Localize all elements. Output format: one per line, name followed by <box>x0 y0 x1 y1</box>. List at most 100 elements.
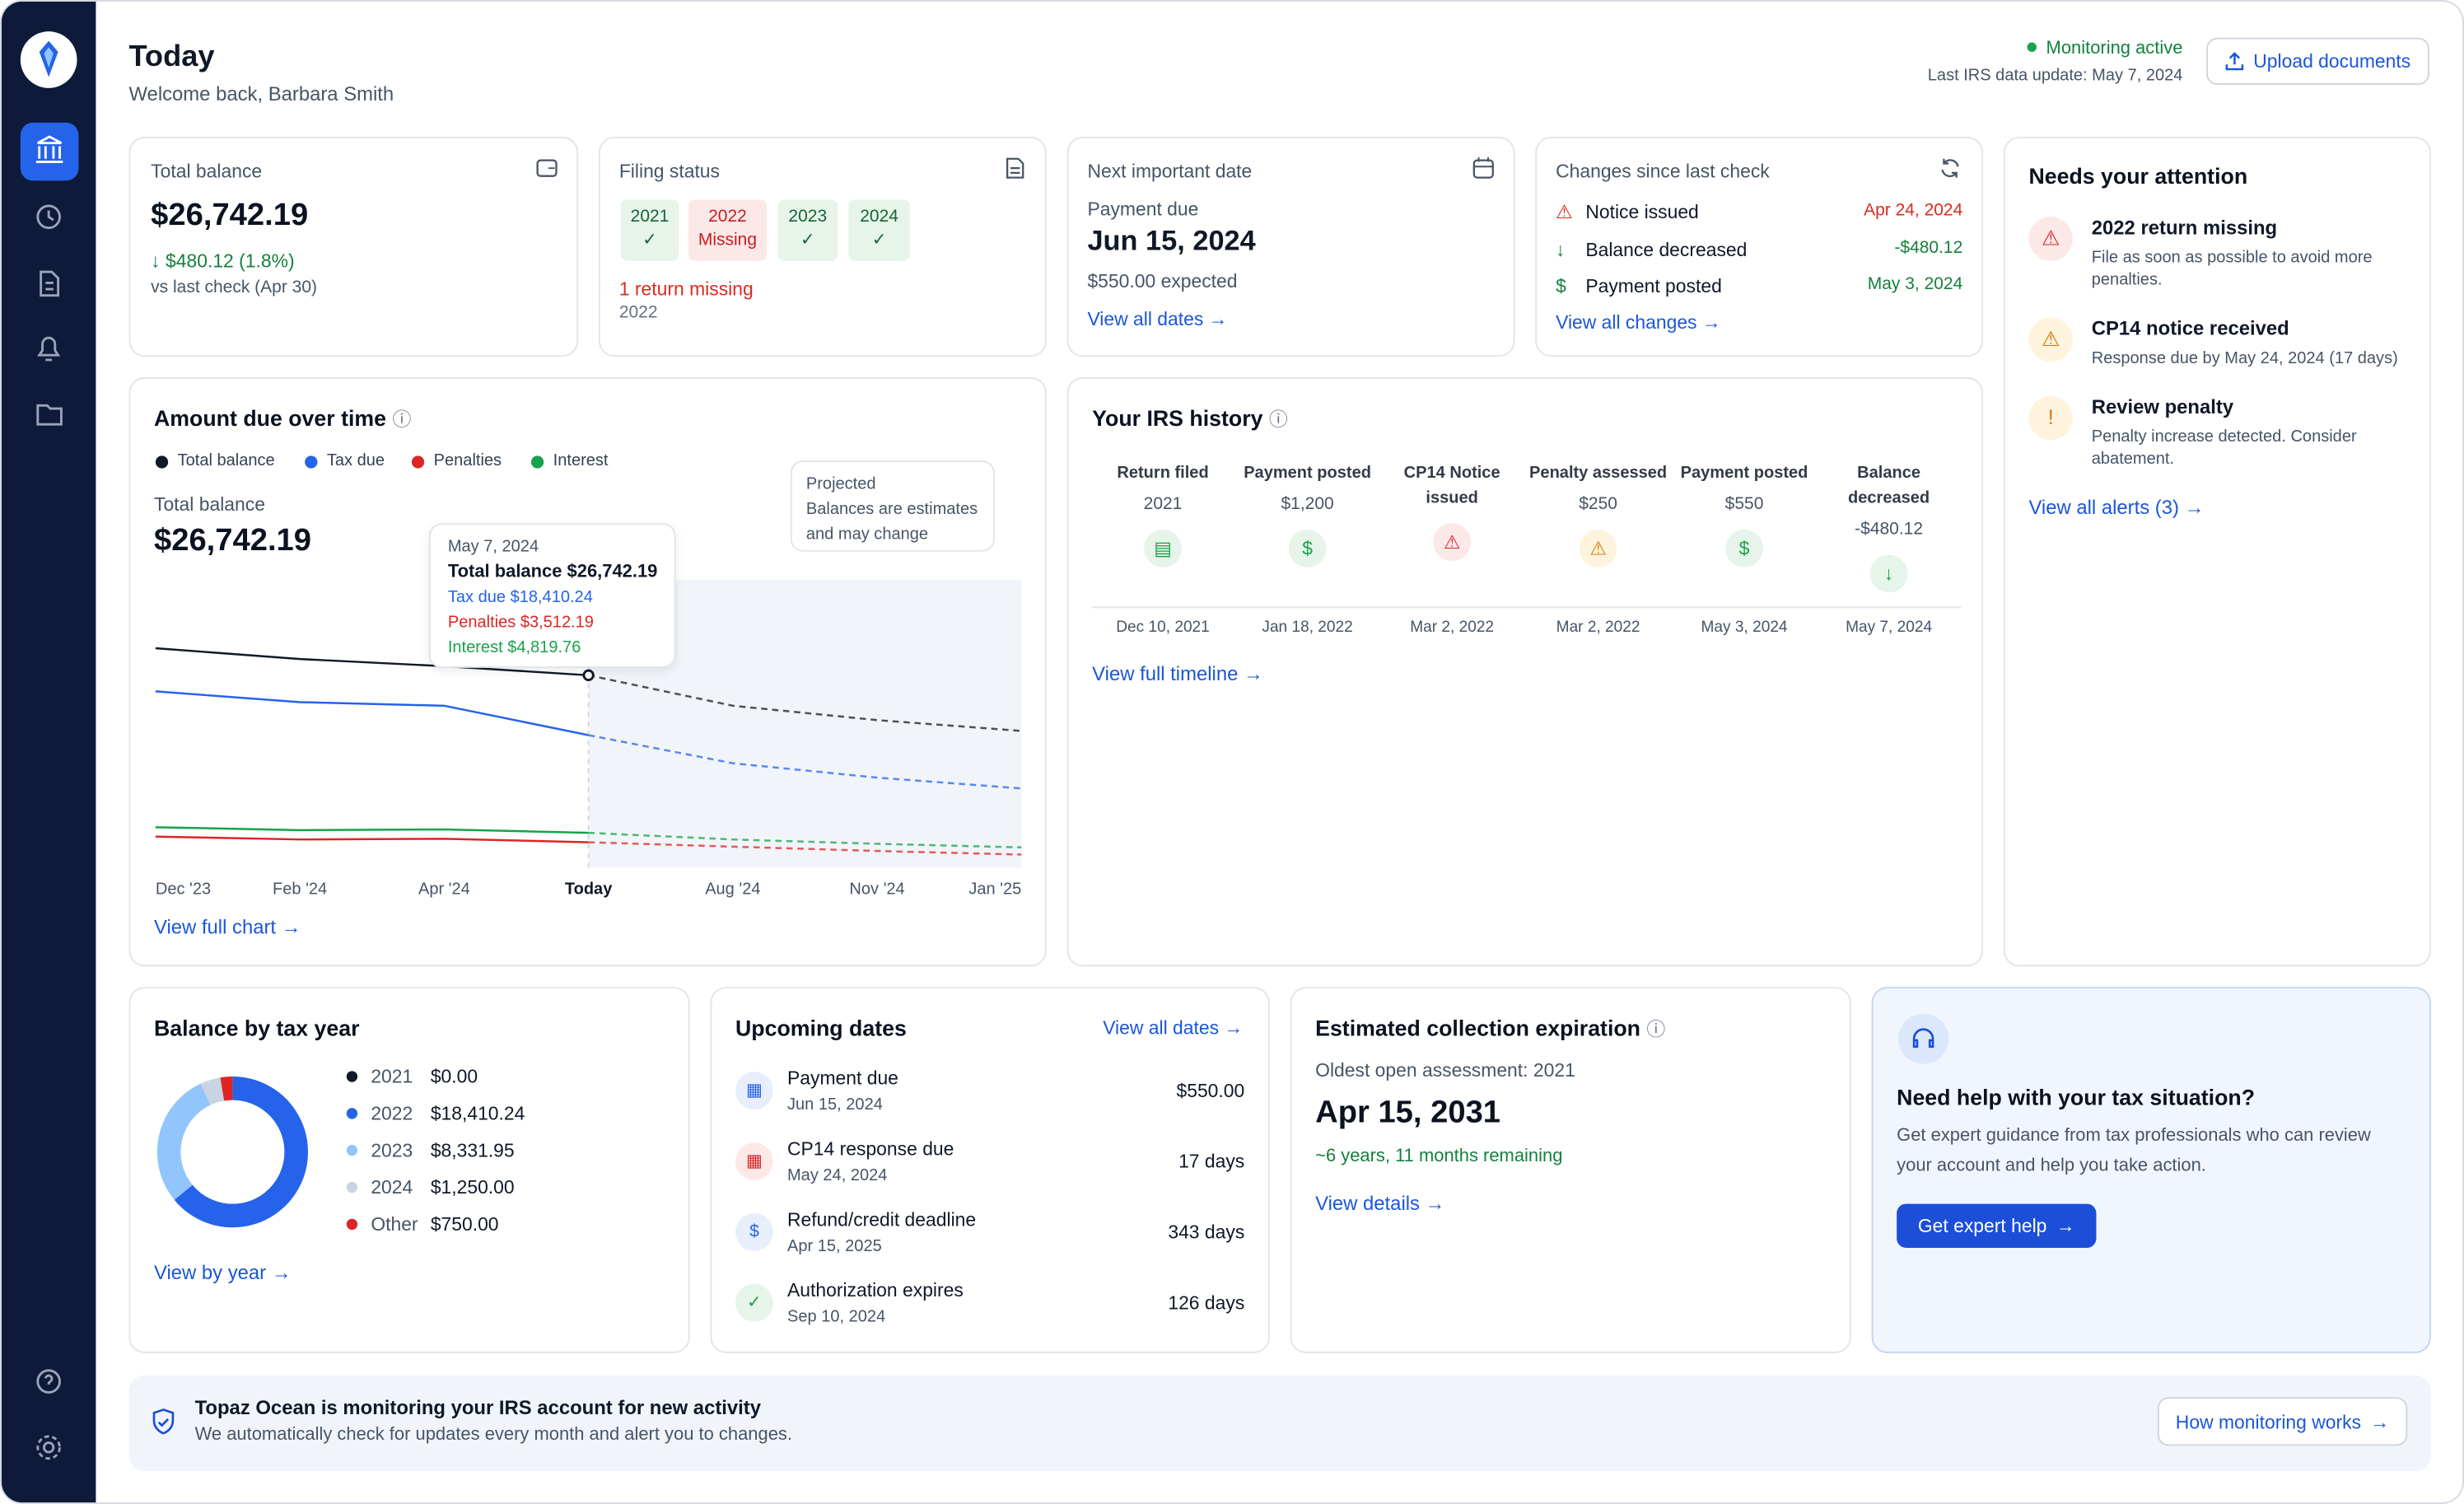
link-text[interactable]: View all dates <box>1087 307 1204 330</box>
legend-dot <box>346 1108 358 1119</box>
headline-value: $26,742.19 <box>153 523 312 558</box>
link[interactable]: View all dates → <box>1103 1016 1244 1039</box>
link-text[interactable]: View all changes <box>1556 311 1697 334</box>
item-title: Payment due <box>786 1067 898 1090</box>
change-text: $480.12 (1.8%) <box>166 250 295 273</box>
event: Return filed 2021 ▤ <box>1090 460 1235 568</box>
event-label: Return filed <box>1117 463 1209 483</box>
link[interactable]: View by year → <box>153 1262 292 1284</box>
link-text[interactable]: View all alerts (3) <box>2028 496 2179 519</box>
legend-value: $8,331.95 <box>431 1139 515 1161</box>
nav-documents[interactable] <box>40 270 60 297</box>
link[interactable]: View all dates → <box>1087 307 1228 330</box>
chip-year: 2023 <box>788 207 828 227</box>
refresh-icon[interactable] <box>1939 157 1962 180</box>
event: Payment posted $1,200 $ <box>1235 460 1380 568</box>
chip-status: ✓ <box>800 231 815 250</box>
event-date: Jan 18, 2022 <box>1262 619 1353 637</box>
link-text[interactable]: View all dates <box>1103 1016 1220 1039</box>
tooltip: May 7, 2024 Total balance $26,742.19 Tax… <box>428 523 676 668</box>
link-text[interactable]: View full timeline <box>1092 663 1239 685</box>
link-text[interactable]: View by year <box>153 1262 267 1284</box>
event: Balance decreased -$480.12 ↓ <box>1817 460 1962 593</box>
item-value: 343 days <box>1168 1221 1245 1244</box>
link[interactable]: View full timeline → <box>1092 663 1263 685</box>
event-label: Penalty assessed <box>1529 463 1668 483</box>
help-button[interactable]: Get expert help → <box>1897 1203 2097 1248</box>
link[interactable]: View all alerts (3) → <box>2028 496 2205 519</box>
alert-desc: Penalty increase detected. Consider abat… <box>2091 427 2357 469</box>
item-value: 126 days <box>1168 1291 1245 1315</box>
series-line <box>155 647 589 677</box>
status-text: Monitoring active <box>2046 39 2183 58</box>
nav-settings[interactable] <box>42 1441 55 1454</box>
shield-icon <box>152 1408 175 1435</box>
link-text[interactable]: View details <box>1315 1193 1420 1215</box>
alert-desc: Response due by May 24, 2024 (17 days) <box>2091 348 2398 368</box>
legend-value: $18,410.24 <box>431 1102 525 1123</box>
title: Amount due over time ⓘ <box>153 405 412 431</box>
event-icon: $ <box>1725 530 1763 568</box>
sub: Oldest open assessment: 2021 <box>1315 1059 1575 1081</box>
projected-box: Projected Balances are estimates and may… <box>790 460 995 552</box>
attention-card: Needs your attention View all alerts (3)… <box>2003 137 2431 967</box>
alert-icon: ! <box>2028 395 2073 441</box>
legend-value: $750.00 <box>431 1213 499 1235</box>
title: Your IRS history ⓘ <box>1092 405 1288 431</box>
link[interactable]: View all changes → <box>1556 311 1721 334</box>
legend-dot <box>346 1181 358 1193</box>
item-title: CP14 response due <box>786 1137 954 1161</box>
banner-title: Topaz Ocean is monitoring your IRS accou… <box>194 1397 762 1419</box>
history-card: Your IRS history ⓘ View full timeline → … <box>1066 376 1984 967</box>
link-text[interactable]: View full chart <box>153 916 277 939</box>
collection-card: Estimated collection expiration ⓘ Oldest… <box>1290 987 1851 1353</box>
x-tick-label: Dec '23 <box>156 880 211 899</box>
nav-help[interactable] <box>36 1369 61 1394</box>
event-date: May 7, 2024 <box>1846 619 1933 637</box>
legend-dot <box>411 455 425 469</box>
nav-home[interactable] <box>20 122 79 181</box>
chip-year: 2024 <box>860 207 898 227</box>
upcoming-card: Upcoming dates View all dates → ▦ Payment… <box>710 987 1270 1353</box>
last-update: Last IRS data update: May 7, 2024 <box>1927 66 2183 86</box>
projected-note: Balances are estimates <box>805 499 978 519</box>
event: CP14 Notice issued ⚠ <box>1379 460 1524 562</box>
event-label: CP14 Notice issued <box>1403 463 1500 508</box>
title-text: Amount due over time <box>153 405 387 431</box>
donut-segment <box>220 1077 233 1101</box>
projected-line <box>588 734 1022 790</box>
upload-button[interactable]: Upload documents <box>2206 37 2430 86</box>
banner-button[interactable]: How monitoring works → <box>2157 1397 2408 1446</box>
button-text[interactable]: How monitoring works <box>2175 1410 2362 1433</box>
year-chip: 2022 Missing <box>688 199 768 261</box>
nav-files[interactable] <box>36 404 63 426</box>
label: Total balance <box>151 160 263 183</box>
chip-status: ✓ <box>871 231 887 250</box>
projected-note: and may change <box>805 525 929 544</box>
change-value: -$480.12 <box>1894 238 1963 257</box>
title: Estimated collection expiration ⓘ <box>1315 1015 1666 1041</box>
nav-alerts[interactable] <box>37 336 61 362</box>
title: Needs your attention <box>2028 163 2248 189</box>
event: Penalty assessed $250 ⚠ <box>1526 460 1671 568</box>
event-date: Mar 2, 2022 <box>1556 619 1640 637</box>
amount: $550.00 expected <box>1087 270 1238 292</box>
link[interactable]: View details → <box>1315 1193 1445 1215</box>
hover-point <box>582 669 595 681</box>
amount-chart-card: Amount due over time ⓘ Total balance $26… <box>128 376 1047 967</box>
chip-year: 2022 <box>708 207 747 227</box>
legend-value: $0.00 <box>431 1066 478 1087</box>
sidebar <box>1 1 96 1503</box>
tooltip-penalties: Penalties $3,512.19 <box>447 613 594 633</box>
tooltip-total: Total balance $26,742.19 <box>447 563 658 582</box>
link[interactable]: View full chart → <box>153 916 301 939</box>
chip-status: ✓ <box>642 231 657 250</box>
label: Filing status <box>618 160 720 183</box>
item-icon: ✓ <box>735 1283 773 1322</box>
nav-history[interactable] <box>36 204 61 230</box>
remaining: ~6 years, 11 months remaining <box>1315 1147 1563 1166</box>
series-line <box>155 690 589 736</box>
button-text[interactable]: Get expert help <box>1917 1214 2047 1237</box>
legend-dot <box>155 455 169 469</box>
